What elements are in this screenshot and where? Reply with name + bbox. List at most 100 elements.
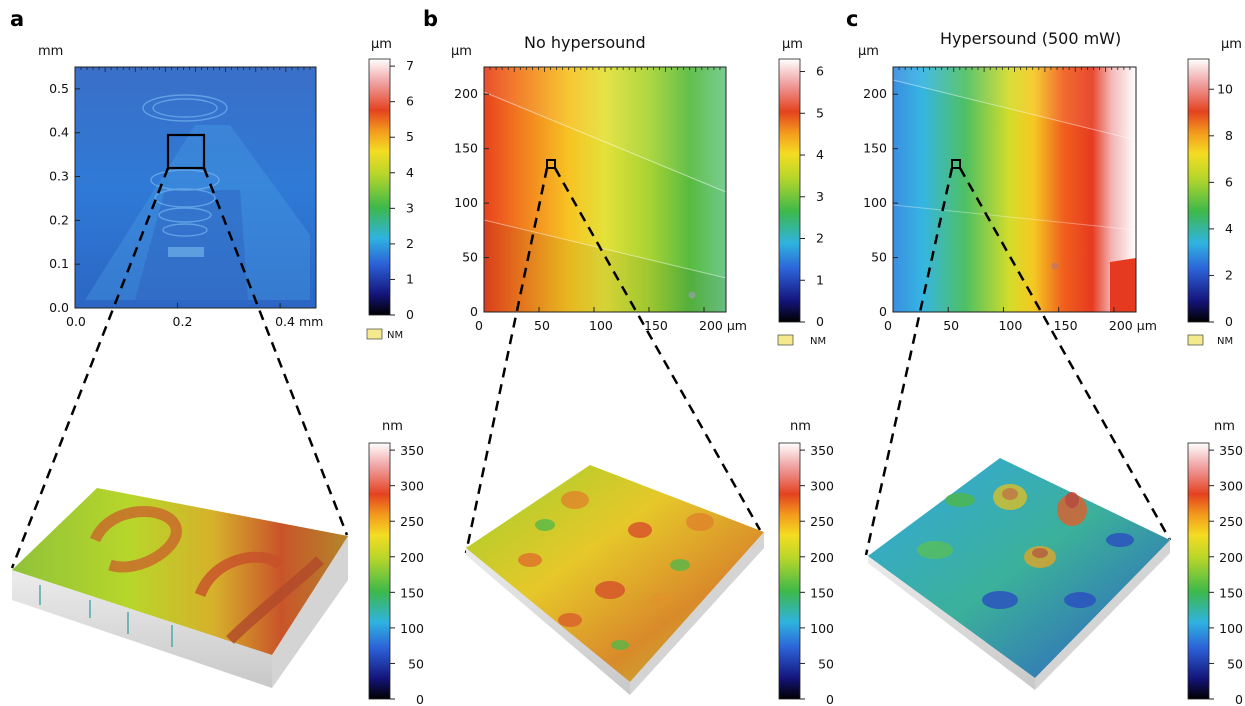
map-b-y-tick-label: 200: [454, 86, 478, 101]
surface-c-colorbar-tick-label: 100: [1219, 621, 1243, 636]
surface-c-colorbar-tick-label: 350: [1219, 443, 1243, 458]
map-b-colorbar-tick-label: 0: [816, 314, 824, 329]
map-a-y-tick-label: 0.2: [49, 212, 69, 227]
no-data-swatch-a: [366, 328, 383, 340]
map-c-colorbar-tick-label: 0: [1225, 314, 1233, 329]
surface-a-colorbar-tick-label: 200: [400, 550, 424, 565]
map-b-x-tick-label: 200 µm: [699, 318, 747, 333]
surface-c-colorbar-tick-label: 250: [1219, 514, 1243, 529]
panel-a: a mm 0.0 0.2 0.4 mm 0.0 0.1 0.2 0.3 0.4 0.5 µm: [10, 7, 424, 706]
surface-a: [12, 488, 348, 688]
map-c-colorbar-unit: µm: [1221, 37, 1242, 52]
surface-a-colorbar-tick-label: 150: [400, 585, 424, 600]
map-a-colorbar-tick-label: 3: [406, 200, 414, 215]
panel-label-a: a: [10, 7, 24, 31]
surface-b-colorbar-tick-label: 0: [826, 692, 834, 706]
map-c-y-tick-label: 200: [863, 86, 887, 101]
map-c-colorbar-tick-label: 10: [1217, 81, 1233, 96]
map-a-colorbar-tick-label: 2: [406, 236, 414, 251]
map-b-y-tick-label: 150: [454, 141, 478, 156]
surface-b-colorbar-tick-label: 50: [818, 656, 834, 671]
map-c-y-tick-label: 0: [879, 304, 887, 319]
no-data-label-b: NM: [810, 336, 826, 347]
map-a-colorbar-tick-label: 6: [406, 94, 414, 109]
zoom-box-a: [166, 133, 206, 170]
map-b-colorbar-tick-label: 5: [816, 105, 824, 120]
map-a-x-tick-label: 0.2: [173, 314, 193, 329]
map-b-x-tick-label: 50: [534, 318, 550, 333]
map-a-y-tick-label: 0.4: [49, 125, 69, 140]
panel-title-b: No hypersound: [524, 33, 646, 52]
surface-b-colorbar-tick-label: 250: [810, 514, 834, 529]
map-c-x-tick-label: 150: [1054, 318, 1078, 333]
surface-a-colorbar-tick-label: 250: [400, 514, 424, 529]
no-data-label-a: NM: [387, 330, 403, 341]
map-a-colorbar-tick-label: 0: [406, 307, 414, 322]
map-b-colorbar-unit: µm: [782, 37, 803, 52]
map-a-y-tick-label: 0.0: [49, 300, 69, 315]
surface-c-colorbar: nm 0 50 100 150 200 250 300 350: [1187, 419, 1243, 706]
map-b-colorbar-tick-label: 1: [816, 272, 824, 287]
surface-b-colorbar-tick-label: 300: [810, 479, 834, 494]
map-b-colorbar: µm 0 1 2 3 4 5 6 NM: [777, 37, 826, 347]
panel-c: c Hypersound (500 mW) µm 0 50 100 150 200 µm…: [846, 7, 1243, 706]
map-b-y-unit: µm: [451, 44, 472, 59]
surface-c: [868, 458, 1170, 690]
map-c-y-tick-label: 50: [871, 250, 887, 265]
map-b-colorbar-tick-label: 4: [816, 147, 824, 162]
map-a-colorbar: µm 0 1 2 3 4 5 6 7 NM: [366, 37, 414, 341]
surface-b-colorbar-tick-label: 200: [810, 550, 834, 565]
no-data-swatch-c: [1187, 334, 1204, 346]
surface-a-colorbar-tick-label: 300: [400, 479, 424, 494]
map-a-axes: 0.0 0.2 0.4 mm 0.0 0.1 0.2 0.3 0.4 0.5: [49, 67, 323, 329]
map-c-colorbar-tick-label: 8: [1225, 128, 1233, 143]
surface-b-colorbar-tick-label: 100: [810, 621, 834, 636]
surface-c-colorbar-tick-label: 0: [1235, 692, 1243, 706]
map-b-colorbar-tick-label: 2: [816, 231, 824, 246]
zoom-box-c: [951, 159, 961, 169]
panel-title-c: Hypersound (500 mW): [940, 29, 1121, 48]
map-b-y-tick-label: 100: [454, 195, 478, 210]
map-c-colorbar-tick-label: 4: [1225, 221, 1233, 236]
no-data-label-c: NM: [1217, 336, 1233, 347]
map-c-y-tick-label: 100: [863, 195, 887, 210]
map-c-y-tick-label: 150: [863, 141, 887, 156]
map-b-x-tick-label: 150: [644, 318, 668, 333]
panel-label-b: b: [423, 7, 438, 31]
map-c-colorbar: µm 0 2 4 6 8 10 NM: [1187, 37, 1242, 347]
map-c-x-tick-label: 50: [943, 318, 959, 333]
map-c-axes: 0 50 100 150 200 µm 0 50 100 150 200: [863, 67, 1157, 333]
panel-b: b No hypersound µm 0 50 100 150 200 µm050100…: [423, 7, 834, 706]
surface-c-colorbar-tick-label: 50: [1227, 656, 1243, 671]
surface-c-colorbar-tick-label: 300: [1219, 479, 1243, 494]
panel-label-c: c: [846, 7, 858, 31]
map-a-x-tick-label: 0.0: [66, 314, 86, 329]
no-data-swatch-b: [777, 334, 794, 346]
map-a-y-tick-label: 0.1: [49, 256, 69, 271]
surface-b-colorbar-unit: nm: [790, 419, 811, 434]
surface-b-colorbar-tick-label: 150: [810, 585, 834, 600]
map-a-y-unit: mm: [38, 44, 63, 59]
surface-c-colorbar-tick-label: 200: [1219, 550, 1243, 565]
map-c: [892, 66, 1137, 313]
surface-a-colorbar: nm 0 50 100 150 200 250 300 350: [368, 419, 424, 706]
map-a-colorbar-tick-label: 4: [406, 165, 414, 180]
map-a-colorbar-tick-label: 1: [406, 271, 414, 286]
surface-c-colorbar-unit: nm: [1214, 419, 1235, 434]
map-a-colorbar-tick-label: 5: [406, 129, 414, 144]
map-a-y-tick-label: 0.3: [49, 169, 69, 184]
map-a-y-tick-label: 0.5: [49, 81, 69, 96]
map-c-x-tick-label: 200 µm: [1109, 318, 1157, 333]
zoom-box-b: [546, 159, 556, 169]
surface-a-colorbar-tick-label: 50: [408, 656, 424, 671]
map-b-x-tick-label: 100: [589, 318, 613, 333]
surface-a-colorbar-tick-label: 100: [400, 621, 424, 636]
map-a-colorbar-tick-label: 7: [406, 58, 414, 73]
map-a: [74, 66, 317, 309]
map-b-x-tick-label: 0: [475, 318, 483, 333]
map-c-colorbar-tick-label: 2: [1225, 267, 1233, 282]
map-b-y-tick-label: 0: [470, 304, 478, 319]
map-c-x-tick-label: 0: [884, 318, 892, 333]
map-b-colorbar-tick-label: 6: [816, 64, 824, 79]
